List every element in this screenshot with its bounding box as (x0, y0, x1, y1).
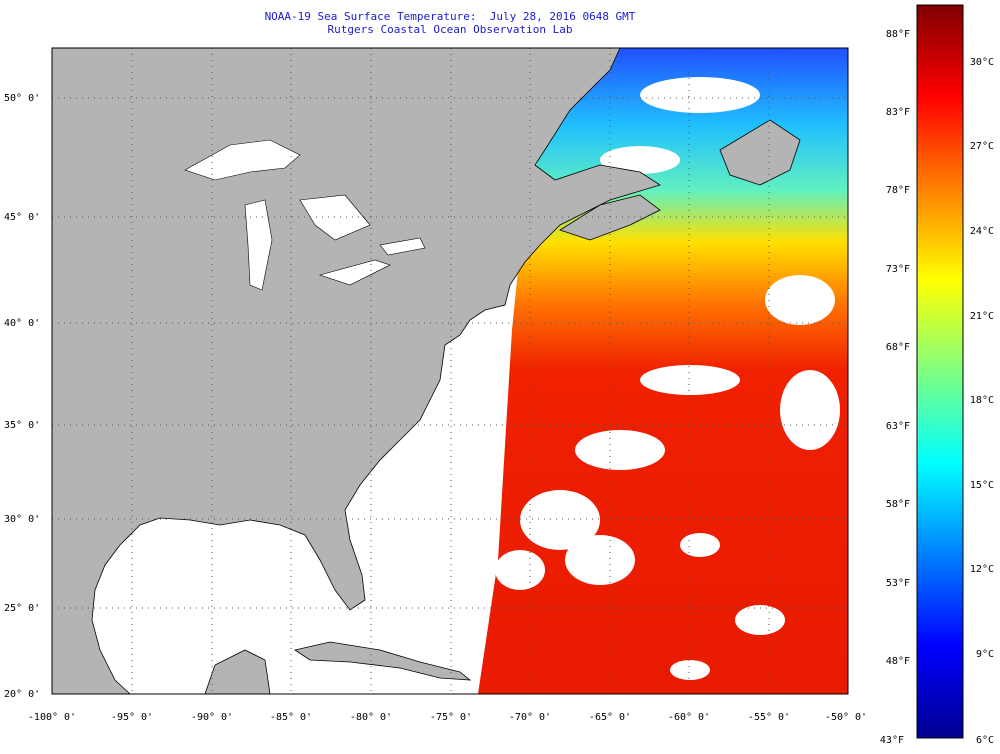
f-label: 68°F (886, 342, 910, 353)
f-label: 88°F (886, 29, 910, 40)
f-label: 83°F (886, 107, 910, 118)
colorbar-fahrenheit-labels: 88°F 83°F 78°F 73°F 68°F 63°F 58°F 53°F … (880, 29, 910, 746)
map-subtitle: Rutgers Coastal Ocean Observation Lab (327, 23, 573, 36)
lon-label: -90° 0' (191, 712, 233, 723)
c-label: 6°C (976, 735, 994, 746)
c-label: 27°C (970, 141, 994, 152)
land-yucatan (204, 649, 271, 694)
lat-label: 40° 0' (4, 318, 40, 329)
c-label: 18°C (970, 395, 994, 406)
lat-label: 45° 0' (4, 212, 40, 223)
lat-label: 35° 0' (4, 420, 40, 431)
cloud-cover (495, 77, 840, 680)
colorbar-celsius-labels: 30°C 27°C 24°C 21°C 18°C 15°C 12°C 9°C 6… (970, 57, 994, 746)
longitude-labels: -100° 0' -95° 0' -90° 0' -85° 0' -80° 0'… (28, 712, 867, 723)
c-label: 9°C (976, 649, 994, 660)
lat-label: 50° 0' (4, 93, 40, 104)
lon-label: -70° 0' (509, 712, 551, 723)
land-newfoundland (719, 119, 801, 186)
land-north-america (52, 48, 661, 694)
lon-label: -60° 0' (668, 712, 710, 723)
lon-label: -80° 0' (350, 712, 392, 723)
color-bar (916, 4, 964, 739)
f-label: 63°F (886, 421, 910, 432)
lon-label: -100° 0' (28, 712, 76, 723)
lon-label: -75° 0' (430, 712, 472, 723)
f-label: 58°F (886, 499, 910, 510)
f-label: 48°F (886, 656, 910, 667)
f-label: 73°F (886, 264, 910, 275)
f-label: 53°F (886, 578, 910, 589)
c-label: 21°C (970, 311, 994, 322)
lat-label: 20° 0' (4, 689, 40, 700)
map-title: NOAA-19 Sea Surface Temperature: July 28… (264, 10, 636, 23)
graticule (52, 48, 848, 694)
latitude-labels: 50° 0' 45° 0' 40° 0' 35° 0' 30° 0' 25° 0… (4, 93, 40, 700)
lat-label: 25° 0' (4, 603, 40, 614)
c-label: 24°C (970, 226, 994, 237)
lon-label: -50° 0' (825, 712, 867, 723)
c-label: 12°C (970, 564, 994, 575)
f-label: 78°F (886, 185, 910, 196)
c-label: 30°C (970, 57, 994, 68)
lon-label: -65° 0' (589, 712, 631, 723)
lon-label: -55° 0' (748, 712, 790, 723)
c-label: 15°C (970, 480, 994, 491)
lon-label: -85° 0' (270, 712, 312, 723)
land-cuba (294, 641, 472, 681)
lat-label: 30° 0' (4, 514, 40, 525)
f-label: 43°F (880, 735, 904, 746)
lon-label: -95° 0' (111, 712, 153, 723)
